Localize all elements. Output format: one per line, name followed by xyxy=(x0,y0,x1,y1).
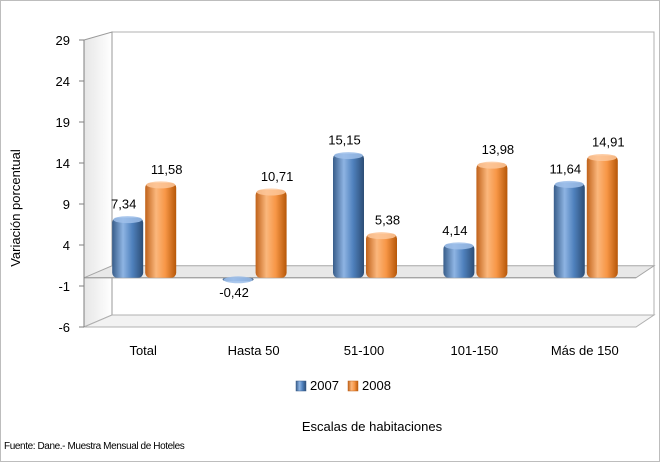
bar-top xyxy=(256,188,286,196)
data-label: 15,15 xyxy=(328,133,361,148)
bar xyxy=(366,233,397,278)
data-label: 7,34 xyxy=(111,197,136,212)
data-label: 4,14 xyxy=(442,223,467,238)
bar-top xyxy=(587,154,617,162)
y-tick-label: 4 xyxy=(63,238,70,253)
bar-top xyxy=(223,276,253,284)
y-tick-label: 14 xyxy=(56,156,70,171)
bar xyxy=(586,155,618,278)
y-tick-label: -1 xyxy=(58,279,70,294)
bar xyxy=(443,243,475,278)
y-tick-label: 9 xyxy=(63,197,70,212)
x-tick-label: 51-100 xyxy=(344,343,384,358)
bar-top xyxy=(367,232,396,240)
bar-top xyxy=(146,181,176,189)
data-label: 5,38 xyxy=(375,213,400,228)
data-label: 11,58 xyxy=(151,162,183,177)
data-label: 13,98 xyxy=(482,142,515,157)
legend-label-2008: 2008 xyxy=(362,378,391,393)
data-label: -0,42 xyxy=(219,285,249,300)
x-axis-title: Escalas de habitaciones xyxy=(302,419,443,434)
y-tick-label: 24 xyxy=(56,74,70,89)
data-label: 11,64 xyxy=(550,161,582,176)
bar-top xyxy=(113,216,143,224)
legend-label-2007: 2007 xyxy=(310,378,339,393)
y-tick-label: -6 xyxy=(58,320,70,335)
legend-swatch-2007 xyxy=(295,380,307,392)
data-label: 14,91 xyxy=(592,135,625,150)
x-tick-label: Hasta 50 xyxy=(228,343,280,358)
x-tick-label: 101-150 xyxy=(451,343,499,358)
bar xyxy=(333,153,364,278)
source-note: Fuente: Dane.- Muestra Mensual de Hotele… xyxy=(4,441,185,452)
bar-top xyxy=(554,180,584,188)
bar xyxy=(112,217,144,278)
y-tick-label: 19 xyxy=(56,115,70,130)
floor xyxy=(83,314,656,328)
bar xyxy=(553,182,585,278)
x-tick-label: Total xyxy=(129,343,157,358)
bar-top xyxy=(334,152,363,160)
bar-top xyxy=(477,161,507,169)
legend-swatch-2008 xyxy=(347,380,359,392)
legend: 2007 2008 xyxy=(295,378,391,393)
x-tick-label: Más de 150 xyxy=(551,343,619,358)
bar xyxy=(255,189,287,278)
y-axis-title: Variación porcentual xyxy=(8,149,23,267)
bar xyxy=(476,163,508,278)
data-label: 10,71 xyxy=(261,169,294,184)
side-wall xyxy=(83,31,113,328)
y-tick-label: 29 xyxy=(56,33,70,48)
bar xyxy=(145,182,177,278)
bar-top xyxy=(444,242,474,250)
